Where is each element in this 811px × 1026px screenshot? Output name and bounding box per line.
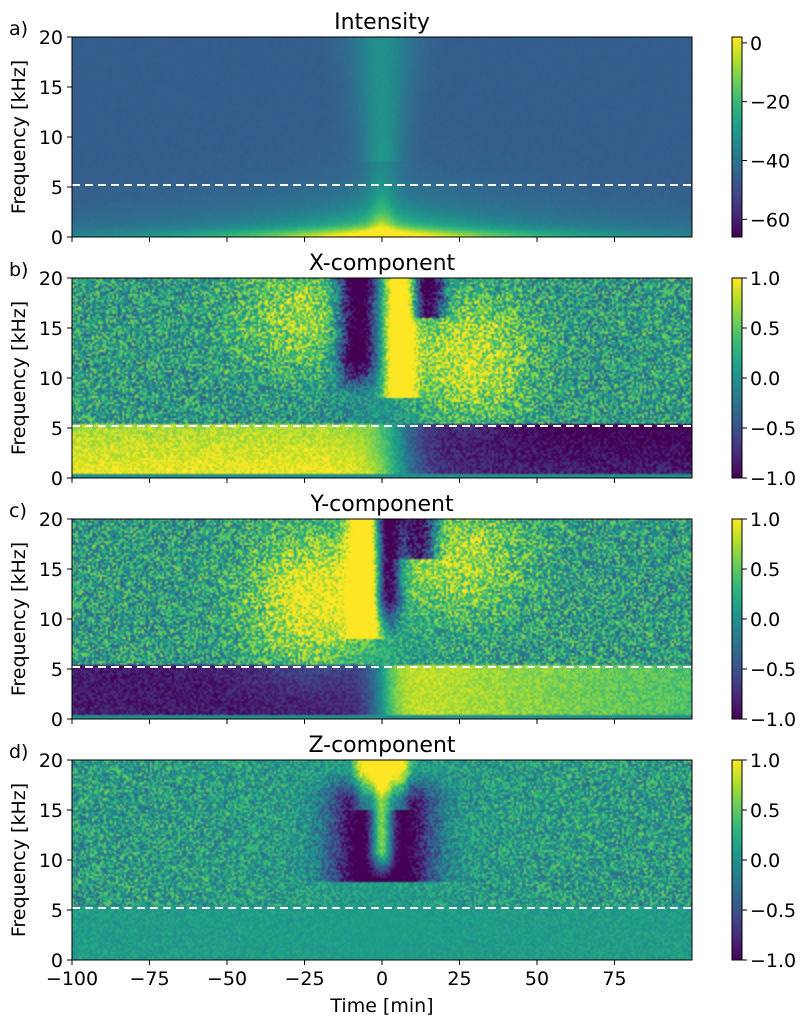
x-tick-label: −100: [46, 968, 98, 990]
panel-label: c): [9, 500, 27, 522]
panel-title: Intensity: [334, 10, 430, 35]
colorbar-tick-label: 0.5: [750, 318, 780, 340]
panel-label: d): [9, 741, 28, 763]
y-tick-label: 0: [51, 950, 63, 972]
colorbar-tick-label: −20: [750, 92, 790, 114]
colorbar-tick-label: 0.5: [750, 800, 780, 822]
panel-intensity: 0 5 10 15 20 Frequency [kHz] Intensity a) 0 −20 −4…: [8, 10, 790, 249]
x-tick-label: 0: [376, 968, 388, 990]
x-tick-label: −75: [129, 968, 169, 990]
colorbar-tick-label: −1.0: [750, 709, 796, 731]
panel-title: Y-component: [309, 492, 454, 517]
colorbar-tick-label: −1.0: [750, 468, 796, 490]
panel-label: a): [9, 18, 28, 40]
panel-title: X-component: [309, 251, 456, 276]
y-tick-label: 20: [39, 509, 63, 531]
panel-y: 0 5 10 15 20 Frequency [kHz] Y-component c) 1.0 0…: [8, 492, 796, 731]
y-axis-label: Frequency [kHz]: [8, 542, 30, 696]
y-tick-label: 10: [39, 127, 63, 149]
colorbar-tick-label: 1.0: [750, 750, 780, 772]
colorbar-bar: [731, 36, 743, 238]
colorbar-tick-label: 1.0: [750, 509, 780, 531]
y-tick-label: 5: [51, 418, 63, 440]
y-tick-label: 5: [51, 659, 63, 681]
heatmap-image: [72, 760, 692, 960]
colorbar-tick-label: 0.0: [750, 850, 780, 872]
y-tick-label: 5: [51, 900, 63, 922]
x-axis-label: Time [min]: [329, 995, 433, 1017]
colorbar-tick-label: 1.0: [750, 268, 780, 290]
colorbar: 1.0 0.5 0.0 −0.5 −1.0: [731, 750, 796, 972]
y-tick-label: 10: [39, 850, 63, 872]
y-axis-label: Frequency [kHz]: [8, 783, 30, 937]
panel-x: 0 5 10 15 20 Frequency [kHz] X-component b) 1.0 0…: [8, 251, 796, 490]
colorbar: 0 −20 −40 −60: [731, 33, 790, 238]
colorbar: 1.0 0.5 0.0 −0.5 −1.0: [731, 509, 796, 731]
heatmap-image: [72, 278, 692, 478]
colorbar-bar: [731, 759, 743, 961]
colorbar-tick-label: 0.5: [750, 559, 780, 581]
colorbar-tick-label: −40: [750, 151, 790, 173]
y-tick-label: 0: [51, 709, 63, 731]
y-tick-label: 5: [51, 177, 63, 199]
heatmap-image: [72, 519, 692, 719]
y-tick-label: 15: [39, 559, 63, 581]
heatmap-image: [72, 37, 692, 237]
y-tick-label: 15: [39, 77, 63, 99]
y-tick-label: 0: [51, 227, 63, 249]
x-tick-label: −50: [207, 968, 247, 990]
panel-title: Z-component: [308, 733, 455, 758]
x-tick-label: −25: [284, 968, 324, 990]
y-tick-label: 20: [39, 750, 63, 772]
y-axis-label: Frequency [kHz]: [8, 301, 30, 455]
x-tick-label: 50: [525, 968, 549, 990]
y-tick-label: 15: [39, 318, 63, 340]
y-tick-label: 10: [39, 368, 63, 390]
y-tick-label: 10: [39, 609, 63, 631]
y-tick-label: 20: [39, 268, 63, 290]
colorbar-tick-label: −60: [750, 209, 790, 231]
colorbar-tick-label: −0.5: [750, 659, 796, 681]
colorbar-tick-label: 0.0: [750, 609, 780, 631]
y-axis-label: Frequency [kHz]: [8, 60, 30, 214]
panel-z: 0 5 10 15 20 −100 −75 −50 −25 0 25 50 75 Frequency [k…: [8, 733, 796, 990]
colorbar-bar: [731, 277, 743, 479]
x-tick-label: 75: [602, 968, 626, 990]
colorbar-tick-label: 0.0: [750, 368, 780, 390]
panel-label: b): [9, 259, 28, 281]
y-tick-label: 15: [39, 800, 63, 822]
x-tick-label: 25: [447, 968, 471, 990]
colorbar-tick-label: −1.0: [750, 950, 796, 972]
y-tick-label: 0: [51, 468, 63, 490]
y-tick-label: 20: [39, 27, 63, 49]
colorbar: 1.0 0.5 0.0 −0.5 −1.0: [731, 268, 796, 490]
colorbar-tick-label: −0.5: [750, 900, 796, 922]
colorbar-bar: [731, 518, 743, 720]
colorbar-tick-label: 0: [750, 33, 762, 55]
colorbar-tick-label: −0.5: [750, 418, 796, 440]
